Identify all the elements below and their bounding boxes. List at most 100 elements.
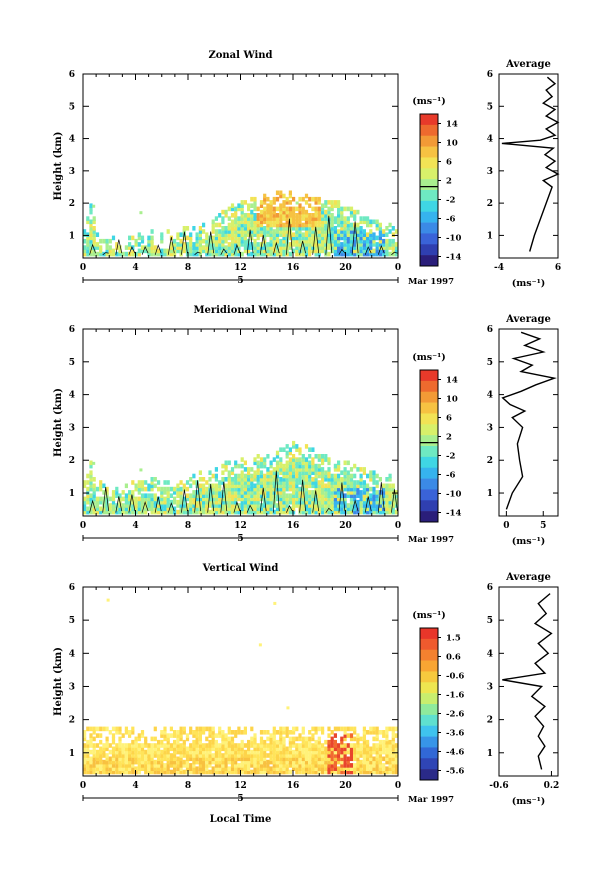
colorbar-bin (420, 413, 438, 425)
colorbar-tick-label: 10 (446, 139, 458, 149)
colorbar-tick-label: -1.6 (446, 691, 464, 701)
profile-y-tick-label: 1 (487, 231, 493, 241)
x-tick-label: 0 (395, 521, 401, 531)
colorbar-bin (420, 747, 438, 759)
x-tick-label: 12 (234, 263, 247, 273)
day-label: 5 (237, 534, 243, 544)
profile-x-tick-label: 6 (555, 263, 561, 273)
colorbar-unit: (ms⁻¹) (412, 96, 446, 107)
colorbar-bin (420, 736, 438, 748)
y-tick-label: 2 (69, 199, 75, 209)
y-axis-label: Height (km) (53, 388, 64, 457)
colorbar-bin (420, 146, 438, 158)
panel-title: Zonal Wind (208, 50, 272, 61)
x-tick-label: 8 (185, 521, 191, 531)
profile-y-tick-label: 4 (487, 649, 493, 659)
colorbar-tick-label: -0.6 (446, 672, 464, 682)
profile-y-tick-label: 5 (487, 358, 493, 368)
colorbar-tick-label: 14 (446, 376, 458, 386)
colorbar-unit: (ms⁻¹) (412, 610, 446, 621)
y-tick-label: 6 (69, 583, 75, 593)
y-tick-label: 2 (69, 716, 75, 726)
profile-y-tick-label: 5 (487, 616, 493, 626)
colorbar-bin (420, 200, 438, 213)
panel-title: Vertical Wind (202, 563, 279, 574)
colorbar-tick-label: -4.6 (446, 748, 464, 758)
colorbar-bin (420, 693, 438, 705)
x-tick-label: 20 (339, 263, 352, 273)
y-tick-label: 4 (69, 135, 75, 145)
profile-x-label: (ms⁻¹) (512, 278, 546, 289)
profile-y-tick-label: 3 (487, 167, 493, 177)
y-tick-label: 2 (69, 456, 75, 466)
colorbar-bin (420, 682, 438, 694)
heatmap-cells (83, 598, 399, 775)
x-axis-label: Local Time (210, 814, 272, 825)
colorbar-bin (420, 478, 438, 490)
colorbar-tick-label: 6 (446, 158, 452, 168)
colorbar-bin (420, 190, 438, 202)
x-tick-label: 20 (339, 781, 352, 791)
x-tick-label: 12 (234, 521, 247, 531)
profile-y-tick-label: 1 (487, 749, 493, 759)
contour-lines (89, 215, 398, 256)
profile-y-tick-label: 2 (487, 716, 493, 726)
x-tick-label: 0 (80, 781, 86, 791)
colorbar-bin (420, 769, 438, 781)
heatmap-cells (83, 440, 399, 515)
colorbar-tick-label: -2 (446, 196, 456, 206)
x-tick-label: 0 (80, 263, 86, 273)
colorbar-bin (420, 244, 438, 256)
profile-x-tick-label: -0.6 (489, 781, 508, 791)
colorbar-tick-label: 0.6 (446, 653, 461, 663)
profile-x-label: (ms⁻¹) (512, 796, 546, 807)
colorbar-tick-label: 2 (446, 177, 452, 187)
y-tick-label: 1 (69, 231, 75, 241)
profile-x-tick-label: 0 (503, 521, 509, 531)
colorbar-bin (420, 222, 438, 234)
y-tick-label: 1 (69, 749, 75, 759)
y-axis-label: Height (km) (53, 132, 64, 201)
x-tick-label: 8 (185, 781, 191, 791)
colorbar-bin (420, 628, 438, 640)
x-tick-label: 0 (80, 521, 86, 531)
contour-lines (89, 470, 398, 513)
date-label: Mar 1997 (408, 535, 454, 545)
y-tick-label: 5 (69, 616, 75, 626)
colorbar-frame (419, 113, 439, 267)
profile-title: Average (505, 314, 551, 325)
colorbar-tick-label: 14 (446, 120, 458, 130)
colorbar-unit: (ms⁻¹) (412, 352, 446, 363)
colorbar-tick-label: 2 (446, 433, 452, 443)
y-tick-label: 4 (69, 649, 75, 659)
colorbar-bin (420, 124, 438, 137)
y-tick-label: 6 (69, 325, 75, 335)
colorbar-bin (420, 500, 438, 512)
colorbar-frame (419, 627, 439, 781)
colorbar-tick-label: -6 (446, 215, 456, 225)
profile-line (501, 76, 560, 252)
profile-y-tick-label: 5 (487, 102, 493, 112)
y-tick-label: 3 (69, 423, 75, 433)
y-tick-label: 5 (69, 102, 75, 112)
profile-x-tick-label: 0.2 (544, 781, 560, 791)
profile-y-tick-label: 4 (487, 391, 493, 401)
day-label: 5 (237, 276, 243, 286)
profile-x-label: (ms⁻¹) (512, 536, 546, 547)
profile-frame (498, 328, 559, 517)
x-tick-label: 20 (339, 521, 352, 531)
colorbar-bin (420, 168, 438, 180)
y-tick-label: 5 (69, 358, 75, 368)
colorbar-bin (420, 758, 438, 770)
colorbar-frame (419, 369, 439, 523)
y-tick-label: 1 (69, 489, 75, 499)
colorbar-bin (420, 456, 438, 469)
x-tick-label: 16 (287, 263, 300, 273)
date-label: Mar 1997 (408, 277, 454, 287)
x-tick-label: 0 (395, 781, 401, 791)
colorbar-bin (420, 446, 438, 458)
x-tick-label: 16 (287, 521, 300, 531)
date-label: Mar 1997 (408, 795, 454, 805)
colorbar-bin (420, 211, 438, 223)
colorbar-bin (420, 135, 438, 147)
